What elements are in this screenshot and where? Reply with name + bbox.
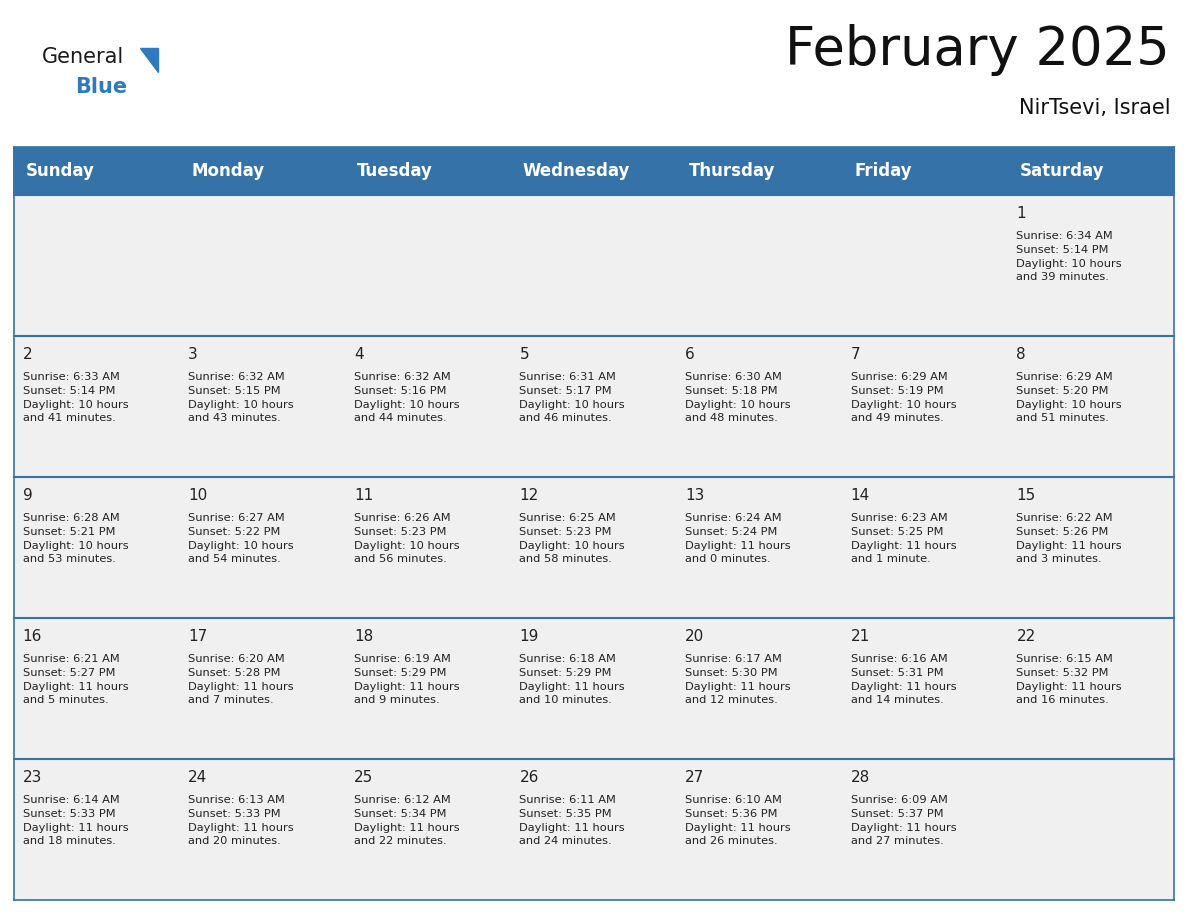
Text: NirTsevi, Israel: NirTsevi, Israel: [1018, 98, 1170, 118]
Text: Sunrise: 6:27 AM
Sunset: 5:22 PM
Daylight: 10 hours
and 54 minutes.: Sunrise: 6:27 AM Sunset: 5:22 PM Dayligh…: [188, 513, 293, 565]
Text: 8: 8: [1017, 347, 1026, 362]
Bar: [346, 147, 511, 195]
Text: Sunrise: 6:15 AM
Sunset: 5:32 PM
Daylight: 11 hours
and 16 minutes.: Sunrise: 6:15 AM Sunset: 5:32 PM Dayligh…: [1017, 655, 1121, 705]
Text: 10: 10: [188, 487, 208, 503]
Text: 7: 7: [851, 347, 860, 362]
Bar: [14, 758, 1174, 900]
Text: 20: 20: [685, 629, 704, 644]
Text: 13: 13: [685, 487, 704, 503]
Text: Sunday: Sunday: [26, 162, 95, 180]
Text: Sunrise: 6:30 AM
Sunset: 5:18 PM
Daylight: 10 hours
and 48 minutes.: Sunrise: 6:30 AM Sunset: 5:18 PM Dayligh…: [685, 373, 791, 423]
Text: Sunrise: 6:21 AM
Sunset: 5:27 PM
Daylight: 11 hours
and 5 minutes.: Sunrise: 6:21 AM Sunset: 5:27 PM Dayligh…: [23, 655, 128, 705]
Text: Sunrise: 6:34 AM
Sunset: 5:14 PM
Daylight: 10 hours
and 39 minutes.: Sunrise: 6:34 AM Sunset: 5:14 PM Dayligh…: [1017, 231, 1121, 282]
Bar: [14, 147, 179, 195]
Bar: [511, 147, 677, 195]
Text: Sunrise: 6:31 AM
Sunset: 5:17 PM
Daylight: 10 hours
and 46 minutes.: Sunrise: 6:31 AM Sunset: 5:17 PM Dayligh…: [519, 373, 625, 423]
Text: Wednesday: Wednesday: [523, 162, 630, 180]
Text: 25: 25: [354, 769, 373, 785]
Text: 12: 12: [519, 487, 538, 503]
Text: Sunrise: 6:09 AM
Sunset: 5:37 PM
Daylight: 11 hours
and 27 minutes.: Sunrise: 6:09 AM Sunset: 5:37 PM Dayligh…: [851, 795, 956, 846]
Text: 4: 4: [354, 347, 364, 362]
Text: Sunrise: 6:23 AM
Sunset: 5:25 PM
Daylight: 11 hours
and 1 minute.: Sunrise: 6:23 AM Sunset: 5:25 PM Dayligh…: [851, 513, 956, 565]
Text: Sunrise: 6:25 AM
Sunset: 5:23 PM
Daylight: 10 hours
and 58 minutes.: Sunrise: 6:25 AM Sunset: 5:23 PM Dayligh…: [519, 513, 625, 565]
Text: 27: 27: [685, 769, 704, 785]
Text: 5: 5: [519, 347, 529, 362]
Text: General: General: [42, 47, 124, 67]
Text: Sunrise: 6:16 AM
Sunset: 5:31 PM
Daylight: 11 hours
and 14 minutes.: Sunrise: 6:16 AM Sunset: 5:31 PM Dayligh…: [851, 655, 956, 705]
Text: 6: 6: [685, 347, 695, 362]
Bar: [14, 336, 1174, 476]
Text: Sunrise: 6:10 AM
Sunset: 5:36 PM
Daylight: 11 hours
and 26 minutes.: Sunrise: 6:10 AM Sunset: 5:36 PM Dayligh…: [685, 795, 791, 846]
Bar: [14, 476, 1174, 618]
Text: Blue: Blue: [75, 77, 127, 97]
Text: Sunrise: 6:32 AM
Sunset: 5:16 PM
Daylight: 10 hours
and 44 minutes.: Sunrise: 6:32 AM Sunset: 5:16 PM Dayligh…: [354, 373, 460, 423]
Text: Sunrise: 6:18 AM
Sunset: 5:29 PM
Daylight: 11 hours
and 10 minutes.: Sunrise: 6:18 AM Sunset: 5:29 PM Dayligh…: [519, 655, 625, 705]
Text: Sunrise: 6:19 AM
Sunset: 5:29 PM
Daylight: 11 hours
and 9 minutes.: Sunrise: 6:19 AM Sunset: 5:29 PM Dayligh…: [354, 655, 460, 705]
Text: 9: 9: [23, 487, 32, 503]
Text: Thursday: Thursday: [688, 162, 775, 180]
Text: Sunrise: 6:20 AM
Sunset: 5:28 PM
Daylight: 11 hours
and 7 minutes.: Sunrise: 6:20 AM Sunset: 5:28 PM Dayligh…: [188, 655, 293, 705]
Text: 26: 26: [519, 769, 539, 785]
Bar: [14, 147, 1174, 195]
Text: Sunrise: 6:26 AM
Sunset: 5:23 PM
Daylight: 10 hours
and 56 minutes.: Sunrise: 6:26 AM Sunset: 5:23 PM Dayligh…: [354, 513, 460, 565]
Text: 17: 17: [188, 629, 208, 644]
Bar: [14, 195, 1174, 336]
Text: 14: 14: [851, 487, 870, 503]
Bar: [842, 147, 1009, 195]
Text: Sunrise: 6:29 AM
Sunset: 5:19 PM
Daylight: 10 hours
and 49 minutes.: Sunrise: 6:29 AM Sunset: 5:19 PM Dayligh…: [851, 373, 956, 423]
Bar: [14, 618, 1174, 758]
Text: 2: 2: [23, 347, 32, 362]
Text: Sunrise: 6:22 AM
Sunset: 5:26 PM
Daylight: 11 hours
and 3 minutes.: Sunrise: 6:22 AM Sunset: 5:26 PM Dayligh…: [1017, 513, 1121, 565]
Text: Sunrise: 6:11 AM
Sunset: 5:35 PM
Daylight: 11 hours
and 24 minutes.: Sunrise: 6:11 AM Sunset: 5:35 PM Dayligh…: [519, 795, 625, 846]
Bar: [1009, 147, 1174, 195]
Text: Sunrise: 6:12 AM
Sunset: 5:34 PM
Daylight: 11 hours
and 22 minutes.: Sunrise: 6:12 AM Sunset: 5:34 PM Dayligh…: [354, 795, 460, 846]
Text: 28: 28: [851, 769, 870, 785]
Text: 24: 24: [188, 769, 208, 785]
Polygon shape: [140, 48, 158, 72]
Text: Sunrise: 6:28 AM
Sunset: 5:21 PM
Daylight: 10 hours
and 53 minutes.: Sunrise: 6:28 AM Sunset: 5:21 PM Dayligh…: [23, 513, 128, 565]
Text: 22: 22: [1017, 629, 1036, 644]
Text: Sunrise: 6:29 AM
Sunset: 5:20 PM
Daylight: 10 hours
and 51 minutes.: Sunrise: 6:29 AM Sunset: 5:20 PM Dayligh…: [1017, 373, 1121, 423]
Text: 18: 18: [354, 629, 373, 644]
Text: 3: 3: [188, 347, 198, 362]
Text: 19: 19: [519, 629, 539, 644]
Text: Tuesday: Tuesday: [358, 162, 432, 180]
Text: 11: 11: [354, 487, 373, 503]
Bar: [677, 147, 842, 195]
Text: Sunrise: 6:32 AM
Sunset: 5:15 PM
Daylight: 10 hours
and 43 minutes.: Sunrise: 6:32 AM Sunset: 5:15 PM Dayligh…: [188, 373, 293, 423]
Text: February 2025: February 2025: [785, 25, 1170, 76]
Text: Sunrise: 6:13 AM
Sunset: 5:33 PM
Daylight: 11 hours
and 20 minutes.: Sunrise: 6:13 AM Sunset: 5:33 PM Dayligh…: [188, 795, 293, 846]
Bar: [179, 147, 346, 195]
Text: 15: 15: [1017, 487, 1036, 503]
Text: Sunrise: 6:33 AM
Sunset: 5:14 PM
Daylight: 10 hours
and 41 minutes.: Sunrise: 6:33 AM Sunset: 5:14 PM Dayligh…: [23, 373, 128, 423]
Text: Sunrise: 6:14 AM
Sunset: 5:33 PM
Daylight: 11 hours
and 18 minutes.: Sunrise: 6:14 AM Sunset: 5:33 PM Dayligh…: [23, 795, 128, 846]
Text: 23: 23: [23, 769, 42, 785]
Text: 16: 16: [23, 629, 42, 644]
Text: Friday: Friday: [854, 162, 911, 180]
Text: Saturday: Saturday: [1019, 162, 1104, 180]
Text: Sunrise: 6:24 AM
Sunset: 5:24 PM
Daylight: 11 hours
and 0 minutes.: Sunrise: 6:24 AM Sunset: 5:24 PM Dayligh…: [685, 513, 791, 565]
Text: Monday: Monday: [191, 162, 265, 180]
Text: 21: 21: [851, 629, 870, 644]
Text: Sunrise: 6:17 AM
Sunset: 5:30 PM
Daylight: 11 hours
and 12 minutes.: Sunrise: 6:17 AM Sunset: 5:30 PM Dayligh…: [685, 655, 791, 705]
Text: 1: 1: [1017, 206, 1026, 220]
